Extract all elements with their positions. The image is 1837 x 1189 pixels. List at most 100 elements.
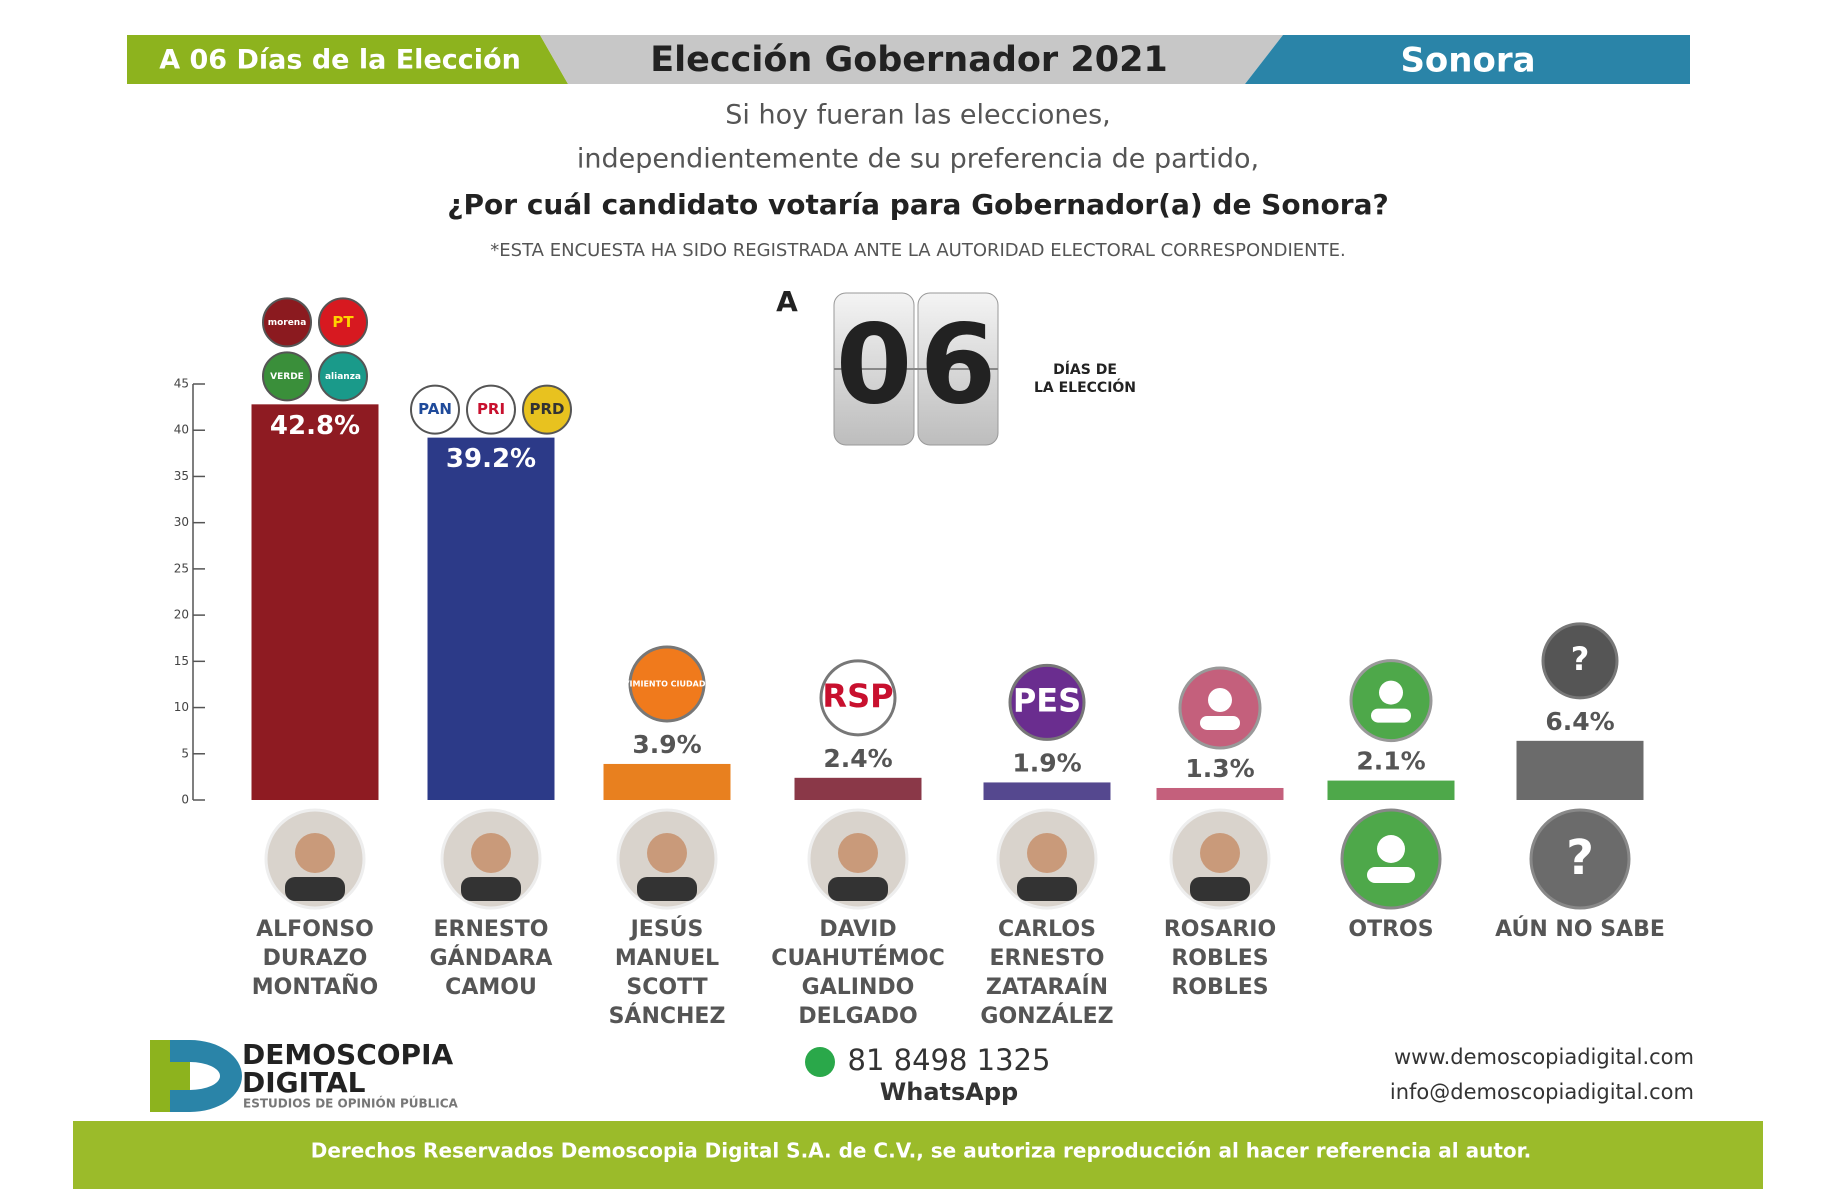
email: info@demoscopiadigital.com (1390, 1080, 1694, 1104)
header-title: Elección Gobernador 2021 (650, 40, 1168, 80)
photo-body (1190, 877, 1250, 901)
photo-head (1200, 833, 1240, 873)
party-logo (1008, 663, 1086, 741)
party-logo (318, 297, 368, 348)
photo-head (295, 833, 335, 873)
whatsapp: WhatsApp (880, 1078, 1018, 1106)
logo-icon-detail (1200, 715, 1240, 730)
party-logo (819, 659, 897, 737)
y-tick-label: 30 (174, 515, 189, 529)
header-right-band (1245, 35, 1690, 84)
party-logo (628, 645, 706, 723)
party-logo-label: PRI (477, 400, 505, 418)
bar (794, 777, 922, 800)
header-center-band (540, 35, 1283, 84)
party-logo-label: PT (332, 313, 354, 331)
candidate-name: ROSARIO ROBLES ROBLES (1163, 917, 1277, 1000)
photo-body (461, 877, 521, 901)
party-logo-label: ? (1571, 640, 1590, 678)
y-tick-label: 25 (174, 561, 189, 575)
party-logo-label: PRD (530, 400, 565, 418)
footer-band (73, 1121, 1763, 1189)
copyright: Derechos Reservados Demoscopia Digital S… (311, 1139, 1532, 1163)
photo-icon (1367, 867, 1415, 883)
party-logo (466, 384, 516, 435)
whatsapp-icon (805, 1047, 835, 1077)
header-right: Sonora (1400, 41, 1535, 81)
y-tick-label: 15 (174, 654, 189, 668)
bar (983, 782, 1111, 800)
value-label: 2.4% (823, 744, 892, 773)
candidate-name: ERNESTO GÁNDARA CAMOU (429, 917, 553, 1000)
logo-icon-detail (1379, 680, 1403, 705)
party-logo-label: PES (1013, 681, 1081, 719)
bar (1516, 740, 1644, 800)
question-line: Si hoy fueran las elecciones, (725, 100, 1111, 131)
candidate-name: ALFONSO DURAZO MONTAÑO (251, 917, 379, 1000)
photo-body (828, 877, 888, 901)
brand-logo-blue (170, 1040, 242, 1112)
y-tick-label: 0 (181, 793, 189, 807)
y-tick-label: 5 (181, 746, 189, 760)
value-label: 1.3% (1185, 754, 1254, 783)
brand: DEMOSCOPIA (242, 1038, 453, 1071)
party-logo (262, 297, 312, 348)
photo-body (637, 877, 697, 901)
candidate-name: DAVID CUAHUTÉMOC GALINDO DELGADO (771, 917, 945, 1029)
value-label: 1.9% (1012, 748, 1081, 777)
party-logo-label: RSP (822, 677, 893, 715)
party-logo-label: MOVIMIENTO CIUDADANO (609, 679, 726, 688)
value-label: 2.1% (1356, 747, 1425, 776)
header-left: A 06 Días de la Elección (159, 45, 521, 76)
photo-head (1027, 833, 1067, 873)
brand: DIGITAL (242, 1066, 366, 1099)
candidate-name: OTROS (1348, 917, 1434, 942)
bar (603, 763, 731, 800)
photo-head (838, 833, 878, 873)
party-logo (262, 351, 312, 402)
logo-icon-detail (1371, 708, 1411, 723)
candidate-photo (1529, 808, 1631, 910)
value-label: 42.8% (270, 411, 360, 441)
bar (1327, 780, 1455, 800)
bar (1156, 787, 1284, 800)
y-tick-label: 45 (174, 377, 189, 391)
party-logo-label: PAN (418, 400, 452, 418)
phone: 81 8498 1325 (848, 1043, 1051, 1077)
photo-body (285, 877, 345, 901)
candidate-name: JESÚS MANUEL SCOTT SÁNCHEZ (608, 917, 726, 1029)
countdown-label: LA ELECCIÓN (1034, 378, 1136, 396)
photo-body (1017, 877, 1077, 901)
header-left-band (127, 35, 568, 84)
photo-head (647, 833, 687, 873)
candidate-name: AÚN NO SABE (1495, 917, 1665, 942)
y-tick-label: 35 (174, 469, 189, 483)
photo-icon-label: ? (1566, 830, 1594, 886)
value-label: 39.2% (446, 444, 536, 474)
digit: 6 (920, 300, 997, 428)
y-tick-label: 10 (174, 700, 189, 714)
question-line: independientemente de su preferencia de … (577, 144, 1259, 175)
photo-icon (1377, 835, 1405, 863)
countdown-label: DÍAS DE (1053, 361, 1117, 378)
party-logo (318, 351, 368, 402)
web: www.demoscopiadigital.com (1394, 1045, 1694, 1069)
party-logo (522, 384, 572, 435)
tagline: ESTUDIOS DE OPINIÓN PÚBLICA (243, 1096, 459, 1111)
party-logo-label: morena (268, 318, 307, 328)
value-label: 3.9% (632, 730, 701, 759)
note: *ESTA ENCUESTA HA SIDO REGISTRADA ANTE L… (490, 240, 1345, 261)
bar (251, 404, 379, 800)
candidate-name: CARLOS ERNESTO ZATARAÍN GONZÁLEZ (980, 917, 1114, 1029)
bar (427, 437, 555, 800)
logo-icon-detail (1208, 687, 1232, 712)
y-tick-label: 20 (174, 608, 189, 622)
digit: 0 (836, 300, 913, 428)
countdown-prefix: A (776, 285, 798, 318)
party-logo-label: alianza (325, 372, 361, 382)
party-logo-label: VERDE (270, 372, 304, 382)
party-logo (1541, 622, 1619, 700)
question-line: ¿Por cuál candidato votaría para Goberna… (447, 188, 1388, 221)
